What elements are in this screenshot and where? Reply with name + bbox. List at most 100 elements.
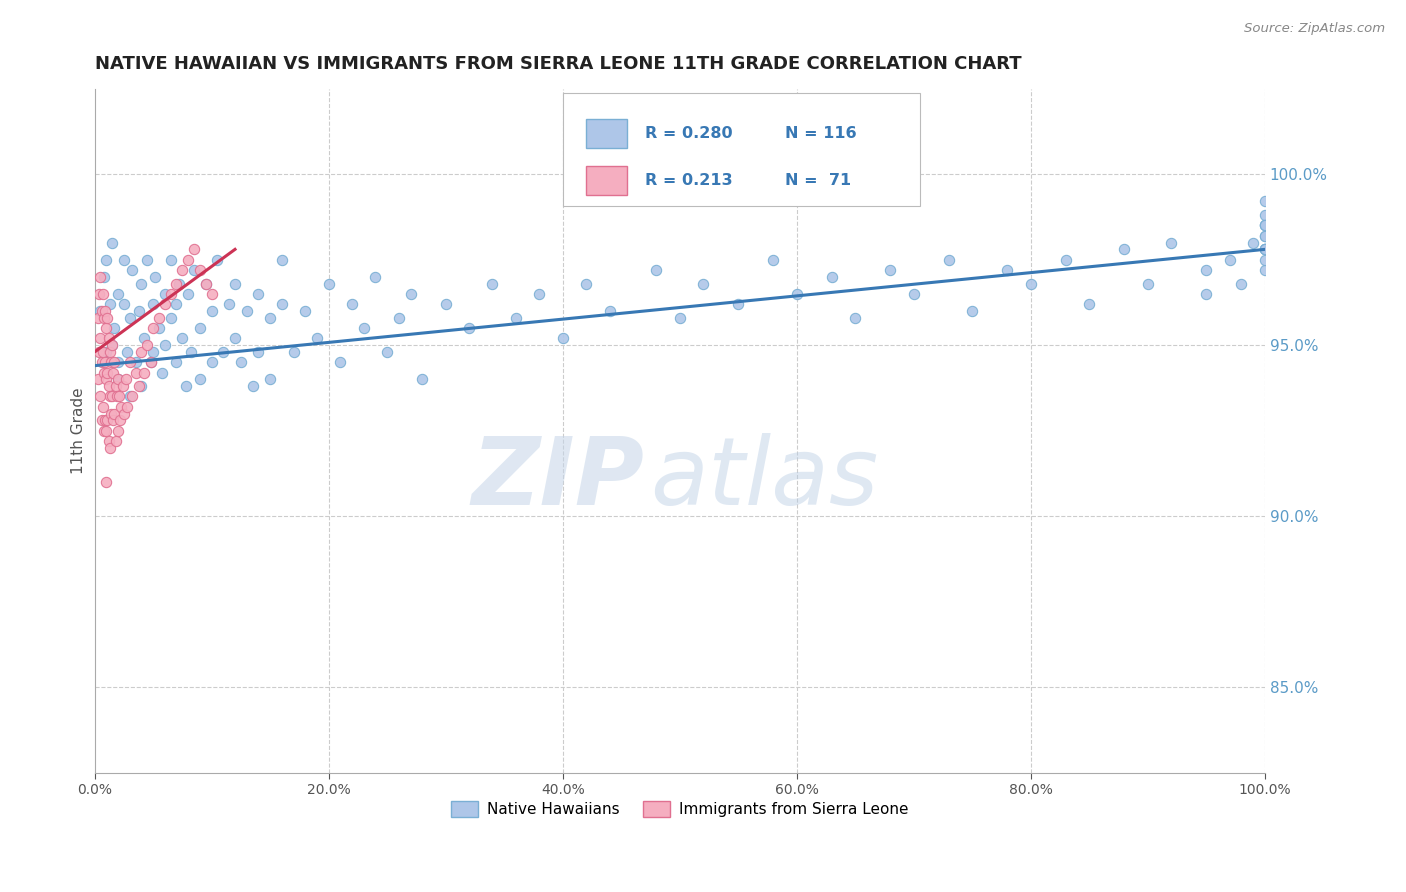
Point <box>90 304 112 318</box>
Point <box>399 286 422 301</box>
Point <box>329 355 352 369</box>
Point <box>242 379 264 393</box>
Point <box>235 304 257 318</box>
Point <box>364 269 387 284</box>
Point <box>1114 243 1136 257</box>
Point <box>101 389 124 403</box>
Point <box>1254 219 1277 233</box>
Point <box>104 379 127 393</box>
Point <box>128 304 150 318</box>
Point <box>148 321 170 335</box>
Point <box>529 286 551 301</box>
Point <box>87 372 110 386</box>
Point <box>388 310 411 325</box>
Point <box>1078 297 1101 311</box>
Point <box>142 297 165 311</box>
Point <box>1019 277 1042 291</box>
Point <box>159 252 181 267</box>
Point <box>844 310 866 325</box>
Point <box>89 345 111 359</box>
Legend: Native Hawaiians, Immigrants from Sierra Leone: Native Hawaiians, Immigrants from Sierra… <box>444 795 915 823</box>
Point <box>131 379 153 393</box>
Point <box>599 304 621 318</box>
Text: atlas: atlas <box>651 433 879 524</box>
Point <box>762 252 785 267</box>
Y-axis label: 11th Grade: 11th Grade <box>72 387 86 474</box>
Point <box>91 400 114 414</box>
Point <box>180 345 202 359</box>
Text: N = 116: N = 116 <box>785 127 856 141</box>
Point <box>1254 228 1277 243</box>
Point <box>224 277 246 291</box>
Point <box>353 321 375 335</box>
Point <box>121 389 143 403</box>
Point <box>1254 243 1277 257</box>
Text: ZIP: ZIP <box>472 433 644 524</box>
Point <box>318 277 340 291</box>
Point <box>101 338 124 352</box>
Point <box>1219 252 1241 267</box>
Point <box>575 277 598 291</box>
Point <box>112 407 135 421</box>
Point <box>188 321 211 335</box>
Point <box>188 263 211 277</box>
Point <box>218 297 240 311</box>
Point <box>136 252 159 267</box>
Point <box>103 321 125 335</box>
Point <box>97 379 120 393</box>
Point <box>1254 228 1277 243</box>
Point <box>1054 252 1077 267</box>
Point <box>89 389 111 403</box>
Point <box>177 252 200 267</box>
Point <box>1254 219 1277 233</box>
Point <box>115 372 138 386</box>
Point <box>879 263 901 277</box>
FancyBboxPatch shape <box>562 94 920 206</box>
Point <box>96 372 118 386</box>
Point <box>103 366 125 380</box>
Point <box>93 366 115 380</box>
Point <box>101 235 124 250</box>
Point <box>1254 252 1277 267</box>
Point <box>97 331 120 345</box>
Point <box>136 338 159 352</box>
Point <box>96 252 118 267</box>
Point <box>1230 277 1253 291</box>
Point <box>93 424 115 438</box>
Point <box>1254 243 1277 257</box>
Point <box>270 252 292 267</box>
Point <box>166 355 188 369</box>
Point <box>103 355 125 369</box>
Point <box>481 277 503 291</box>
Point <box>107 372 129 386</box>
Point <box>247 286 270 301</box>
Point <box>903 286 925 301</box>
Point <box>259 310 281 325</box>
Point <box>98 297 121 311</box>
Point <box>87 310 110 325</box>
Point <box>174 379 197 393</box>
Point <box>118 310 141 325</box>
Point <box>110 413 132 427</box>
Point <box>117 345 139 359</box>
Point <box>194 277 217 291</box>
Point <box>207 252 229 267</box>
Point <box>148 310 170 325</box>
Point <box>124 366 146 380</box>
Point <box>112 252 135 267</box>
Point <box>108 389 131 403</box>
Point <box>139 355 162 369</box>
Point <box>1254 263 1277 277</box>
Point <box>188 372 211 386</box>
Point <box>212 345 235 359</box>
Point <box>107 355 129 369</box>
Point <box>98 441 121 455</box>
Point <box>145 269 167 284</box>
Point <box>159 310 181 325</box>
Point <box>96 366 118 380</box>
Point <box>183 263 205 277</box>
Point <box>1254 243 1277 257</box>
Point <box>89 331 111 345</box>
Point <box>93 310 115 325</box>
Point <box>645 263 668 277</box>
